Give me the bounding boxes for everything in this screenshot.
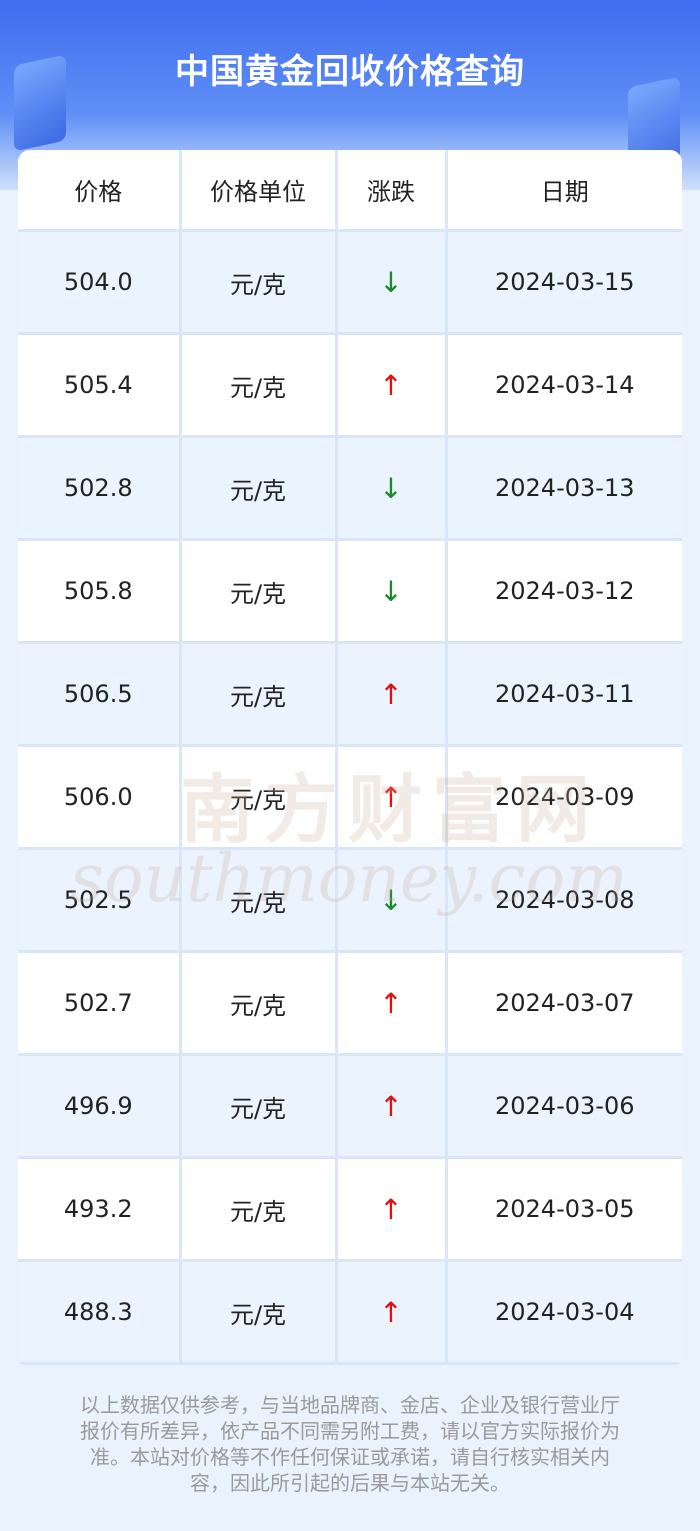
change-cell: ↓	[334, 538, 448, 644]
table-row: 506.5 元/克 ↑ 2024-03-11	[18, 641, 682, 747]
table-row: 504.0 元/克 ↓ 2024-03-15	[18, 229, 682, 335]
unit-cell: 元/克	[178, 435, 338, 541]
change-cell: ↑	[334, 1259, 448, 1365]
price-cell: 506.0	[18, 744, 182, 850]
price-cell: 506.5	[18, 641, 182, 747]
date-cell: 2024-03-04	[444, 1259, 682, 1365]
price-cell: 505.4	[18, 332, 182, 438]
table-row: 502.5 元/克 ↓ 2024-03-08	[18, 847, 682, 953]
unit-cell: 元/克	[178, 1053, 338, 1159]
change-cell: ↑	[334, 950, 448, 1056]
unit-cell: 元/克	[178, 641, 338, 747]
table-row: 488.3 元/克 ↑ 2024-03-04	[18, 1259, 682, 1365]
date-cell: 2024-03-09	[444, 744, 682, 850]
price-table-card: 价格 价格单位 涨跌 日期 504.0 元/克 ↓ 2024-03-15 505.4 元/克 ↑ 2…	[18, 150, 682, 1365]
unit-cell: 元/克	[178, 744, 338, 850]
column-header: 价格	[18, 150, 182, 232]
column-header: 涨跌	[334, 150, 448, 232]
date-cell: 2024-03-07	[444, 950, 682, 1056]
table-row: 502.8 元/克 ↓ 2024-03-13	[18, 435, 682, 541]
change-cell: ↓	[334, 435, 448, 541]
date-cell: 2024-03-13	[444, 435, 682, 541]
date-cell: 2024-03-08	[444, 847, 682, 953]
date-cell: 2024-03-12	[444, 538, 682, 644]
price-cell: 488.3	[18, 1259, 182, 1365]
change-cell: ↑	[334, 744, 448, 850]
change-cell: ↑	[334, 1053, 448, 1159]
table-row: 505.8 元/克 ↓ 2024-03-12	[18, 538, 682, 644]
disclaimer: 以上数据仅供参考，与当地品牌商、金店、企业及银行营业厅报价有所差异，依产品不同需…	[80, 1393, 620, 1495]
table-row: 496.9 元/克 ↑ 2024-03-06	[18, 1053, 682, 1159]
date-cell: 2024-03-11	[444, 641, 682, 747]
price-cell: 505.8	[18, 538, 182, 644]
table-row: 506.0 元/克 ↑ 2024-03-09	[18, 744, 682, 850]
change-cell: ↑	[334, 1156, 448, 1262]
table-row: 493.2 元/克 ↑ 2024-03-05	[18, 1156, 682, 1262]
unit-cell: 元/克	[178, 538, 338, 644]
date-cell: 2024-03-06	[444, 1053, 682, 1159]
table-row: 505.4 元/克 ↑ 2024-03-14	[18, 332, 682, 438]
price-cell: 502.8	[18, 435, 182, 541]
unit-cell: 元/克	[178, 950, 338, 1056]
unit-cell: 元/克	[178, 332, 338, 438]
unit-cell: 元/克	[178, 1259, 338, 1365]
price-cell: 502.5	[18, 847, 182, 953]
price-cell: 502.7	[18, 950, 182, 1056]
price-cell: 496.9	[18, 1053, 182, 1159]
price-table: 价格 价格单位 涨跌 日期 504.0 元/克 ↓ 2024-03-15 505.4 元/克 ↑ 2…	[18, 150, 682, 1365]
table-row: 502.7 元/克 ↑ 2024-03-07	[18, 950, 682, 1056]
date-cell: 2024-03-14	[444, 332, 682, 438]
table-body: 504.0 元/克 ↓ 2024-03-15 505.4 元/克 ↑ 2024-03-14 50…	[18, 229, 682, 1365]
price-cell: 493.2	[18, 1156, 182, 1262]
change-cell: ↑	[334, 332, 448, 438]
date-cell: 2024-03-05	[444, 1156, 682, 1262]
unit-cell: 元/克	[178, 229, 338, 335]
change-cell: ↓	[334, 847, 448, 953]
unit-cell: 元/克	[178, 1156, 338, 1262]
price-cell: 504.0	[18, 229, 182, 335]
column-header: 日期	[444, 150, 682, 232]
column-header: 价格单位	[178, 150, 338, 232]
page-title: 中国黄金回收价格查询	[175, 52, 525, 92]
change-cell: ↑	[334, 641, 448, 747]
date-cell: 2024-03-15	[444, 229, 682, 335]
table-header: 价格 价格单位 涨跌 日期	[18, 150, 682, 232]
unit-cell: 元/克	[178, 847, 338, 953]
change-cell: ↓	[334, 229, 448, 335]
